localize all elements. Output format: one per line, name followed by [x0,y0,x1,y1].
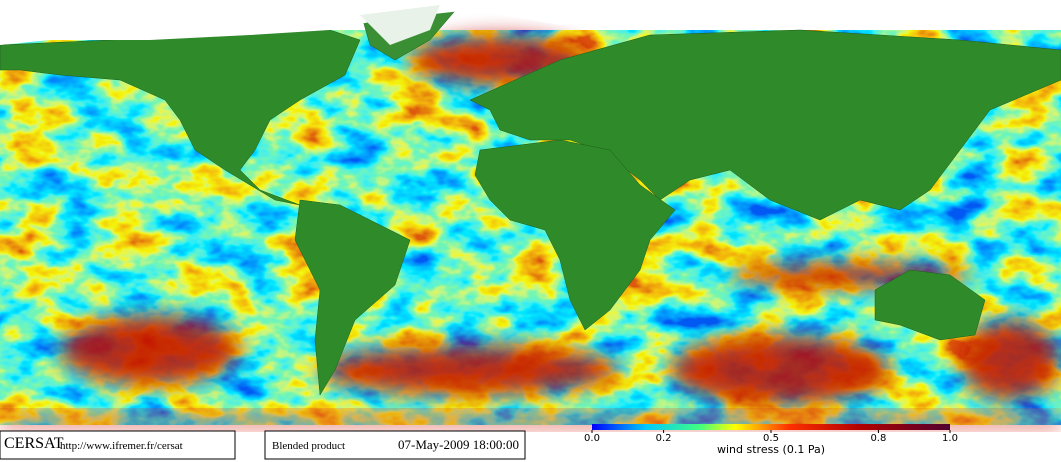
land [0,4,1061,462]
colorbar-tick-label: 0.0 [584,433,600,444]
colorbar-tick-label: 0.2 [656,433,672,444]
date: 07-May-2009 18:00:00 [398,437,519,452]
logo-box [0,430,236,460]
colorbar-tick-label: 0.5 [763,433,779,444]
colorbar-tick-label: 1.0 [942,433,958,444]
colorbar [592,424,950,430]
product-box [264,430,526,460]
logo: CERSAT [4,435,64,452]
product: Blended product [272,440,345,452]
ice [0,0,1061,45]
footer: CERSAT http://www.ifremer.fr/cersat Blen… [0,424,950,460]
url: http://www.ifremer.fr/cersat [60,440,183,452]
colorbar-tick-label: 0.8 [870,433,886,444]
colorbar-label: wind stress (0.1 Pa) [717,443,825,456]
